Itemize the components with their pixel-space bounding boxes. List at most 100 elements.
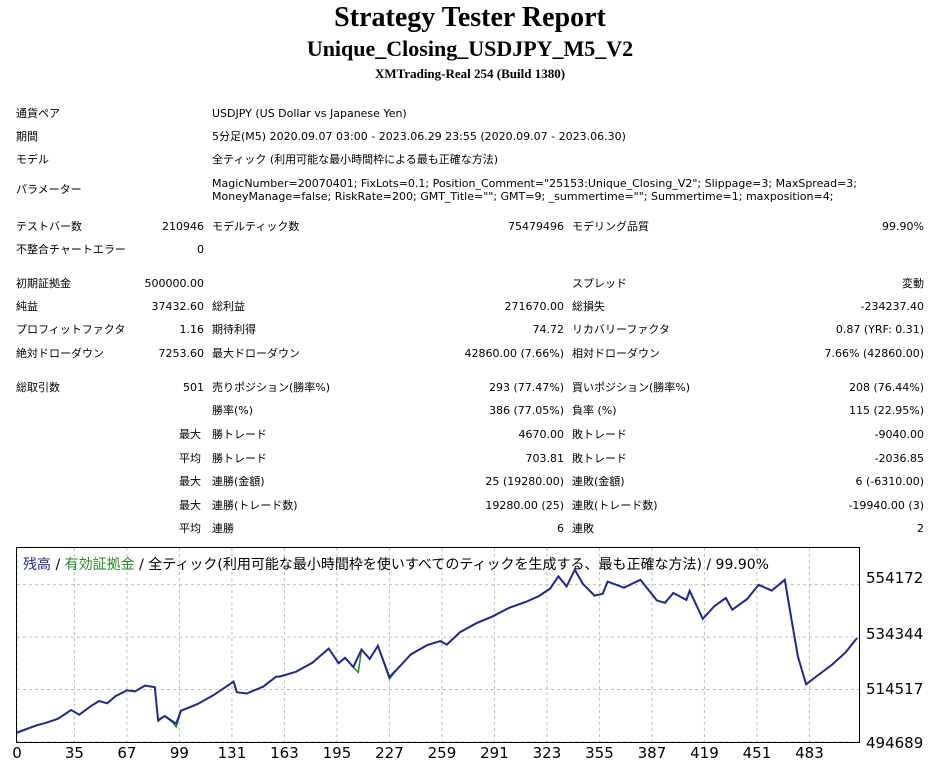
loss-rate-label: 負率 (%) xyxy=(572,404,617,417)
model-label: モデル xyxy=(16,153,49,166)
profit-factor-label: プロフィットファクタ xyxy=(16,323,126,336)
spread-value: 変動 xyxy=(902,277,924,290)
gross-loss-label: 総損失 xyxy=(572,300,605,313)
x-tick-label: 355 xyxy=(585,744,614,762)
cons-profit-label: 連勝(トレード数) xyxy=(212,499,298,512)
y-tick-label: 534344 xyxy=(866,625,924,643)
avg-loss-value: -2036.85 xyxy=(874,452,924,465)
win-rate-value: 386 (77.05%) xyxy=(488,404,564,417)
recovery-factor-label: リカバリーファクタ xyxy=(572,323,670,336)
y-tick-label: 494689 xyxy=(866,734,924,752)
largest-loss-label: 敗トレード xyxy=(572,428,627,441)
spread-label: スプレッド xyxy=(572,277,627,290)
avg-cons-wins-value: 6 xyxy=(557,522,564,535)
average-label: 平均 xyxy=(179,452,201,465)
max-label-2: 最大 xyxy=(179,499,201,512)
loss-rate-value: 115 (22.95%) xyxy=(848,404,924,417)
chart-legend: 残高 / 有効証拠金 / 全ティック(利用可能な最小時間枠を使いすべてのティック… xyxy=(23,554,769,574)
y-tick-label: 554172 xyxy=(866,569,924,587)
x-tick-label: 195 xyxy=(322,744,352,762)
x-tick-label: 419 xyxy=(690,744,719,762)
gross-profit-value: 271670.00 xyxy=(504,300,565,313)
legend-description: / 全ティック(利用可能な最小時間枠を使いすべてのティックを生成する、最も正確な… xyxy=(134,557,769,573)
legend-balance: 残高 xyxy=(23,557,51,573)
largest-win-label: 勝トレード xyxy=(212,428,267,441)
avg-win-value: 703.81 xyxy=(525,452,565,465)
abs-drawdown-label: 絶対ドローダウン xyxy=(16,347,104,360)
cons-wins-value: 25 (19280.00) xyxy=(485,475,564,488)
avg-loss-label: 敗トレード xyxy=(572,452,627,465)
gross-loss-value: -234237.40 xyxy=(860,300,924,313)
long-positions-value: 208 (76.44%) xyxy=(848,381,924,394)
equity-series-line xyxy=(17,568,858,734)
ticks-label: モデルティック数 xyxy=(212,220,300,233)
net-profit-label: 純益 xyxy=(16,300,38,313)
avg-cons-wins-label: 連勝 xyxy=(212,522,234,535)
balance-series-line xyxy=(17,567,858,734)
mismatch-label: 不整合チャートエラー xyxy=(16,243,126,256)
deposit-value: 500000.00 xyxy=(144,277,205,290)
x-tick-label: 163 xyxy=(270,744,299,762)
largest-loss-value: -9040.00 xyxy=(874,428,924,441)
rel-drawdown-label: 相対ドローダウン xyxy=(572,347,660,360)
short-positions-label: 売りポジション(勝率%) xyxy=(212,381,331,394)
win-rate-label: 勝率(%) xyxy=(212,404,254,417)
max-label: 最大 xyxy=(179,475,201,488)
balance-chart-svg xyxy=(17,548,859,742)
legend-separator: / xyxy=(51,557,65,573)
x-tick-label: 259 xyxy=(427,744,457,762)
server-build: XMTrading-Real 254 (Build 1380) xyxy=(374,66,566,81)
y-tick-label: 514517 xyxy=(866,680,924,698)
legend-equity: 有効証拠金 xyxy=(64,557,135,573)
max-drawdown-value: 42860.00 (7.66%) xyxy=(464,347,564,360)
net-profit-value: 37432.60 xyxy=(151,300,205,313)
x-tick-label: 483 xyxy=(795,744,824,762)
x-tick-label: 387 xyxy=(637,744,667,762)
x-tick-label: 323 xyxy=(532,744,562,762)
quality-label: モデリング品質 xyxy=(572,220,649,233)
profit-factor-value: 1.16 xyxy=(179,323,205,336)
symbol-value: USDJPY (US Dollar vs Japanese Yen) xyxy=(212,107,407,120)
short-positions-value: 293 (77.47%) xyxy=(488,381,564,394)
x-tick-label: 451 xyxy=(742,744,772,762)
x-tick-label: 131 xyxy=(217,744,247,762)
ticks-value: 75479496 xyxy=(508,220,564,233)
period-value: 5分足(M5) 2020.09.07 03:00 - 2023.06.29 23… xyxy=(212,130,626,143)
report-subtitle: Unique_Closing_USDJPY_M5_V2 xyxy=(306,36,634,61)
symbol-label: 通貨ペア xyxy=(16,107,60,120)
rel-drawdown-value: 7.66% (42860.00) xyxy=(824,347,924,360)
report-title: Strategy Tester Report xyxy=(334,2,606,33)
cons-loss-label: 連敗(トレード数) xyxy=(572,499,658,512)
total-trades-value: 501 xyxy=(183,381,204,394)
x-tick-label: 35 xyxy=(64,744,84,762)
avg-cons-losses-label: 連敗 xyxy=(572,522,594,535)
x-tick-label: 227 xyxy=(375,744,404,762)
abs-drawdown-value: 7253.60 xyxy=(158,347,205,360)
average-label-2: 平均 xyxy=(179,522,201,535)
cons-losses-value: 6 (-6310.00) xyxy=(855,475,924,488)
cons-wins-label: 連勝(金額) xyxy=(212,475,265,488)
x-tick-label: 67 xyxy=(117,744,137,762)
mismatch-value: 0 xyxy=(197,243,204,256)
x-tick-label: 0 xyxy=(12,744,22,762)
max-drawdown-label: 最大ドローダウン xyxy=(212,347,300,360)
expected-payoff-value: 74.72 xyxy=(532,323,565,336)
recovery-factor-value: 0.87 (YRF: 0.31) xyxy=(835,323,924,336)
gross-profit-label: 総利益 xyxy=(212,300,245,313)
params-line-2: MoneyManage=false; RiskRate=200; GMT_Tit… xyxy=(212,190,834,203)
largest-label: 最大 xyxy=(179,428,201,441)
largest-win-value: 4670.00 xyxy=(518,428,565,441)
long-positions-label: 買いポジション(勝率%) xyxy=(572,381,691,394)
avg-cons-losses-value: 2 xyxy=(917,522,924,535)
x-tick-label: 291 xyxy=(480,744,509,762)
params-line-1: MagicNumber=20070401; FixLots=0.1; Posit… xyxy=(212,177,857,190)
period-label: 期間 xyxy=(16,130,38,143)
bars-label: テストバー数 xyxy=(16,220,82,233)
x-tick-label: 99 xyxy=(169,744,189,762)
total-trades-label: 総取引数 xyxy=(16,381,60,394)
avg-win-label: 勝トレード xyxy=(212,452,267,465)
cons-loss-value: -19940.00 (3) xyxy=(848,499,924,512)
balance-chart: 残高 / 有効証拠金 / 全ティック(利用可能な最小時間枠を使いすべてのティック… xyxy=(16,547,860,743)
quality-value: 99.90% xyxy=(882,220,924,233)
deposit-label: 初期証拠金 xyxy=(16,277,71,290)
